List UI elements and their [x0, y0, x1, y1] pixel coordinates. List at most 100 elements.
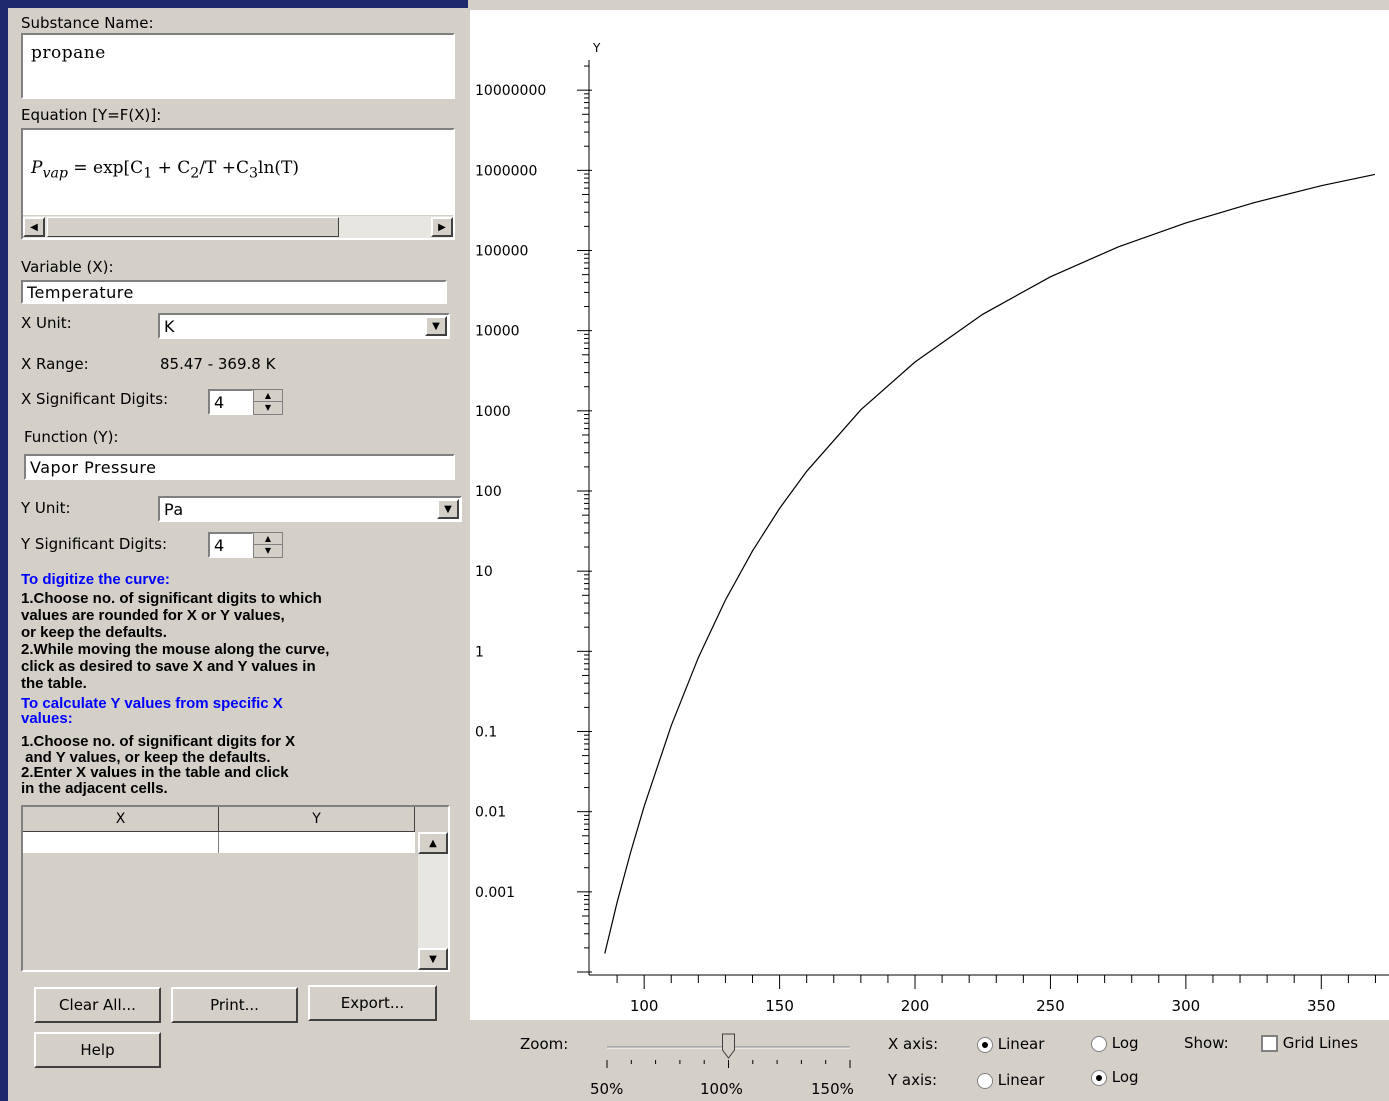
arrow-up-icon: ▲ [429, 837, 437, 849]
y-axis-label: Y axis: [888, 1071, 938, 1089]
x-range-value: 85.47 - 369.8 K [160, 355, 276, 373]
spin-up-icon[interactable]: ▲ [254, 390, 282, 402]
clear-all-button[interactable]: Clear All... [34, 987, 161, 1023]
x-tick-label: 150 [765, 997, 794, 1015]
x-sig-digits-label: X Significant Digits: [21, 390, 169, 408]
vapor-pressure-chart: Y 0.001 0.01 0.1 1 10 100 1000 10000 100000 100000… [475, 41, 1389, 1015]
substance-name-value: propane [31, 43, 106, 63]
x-unit-select[interactable]: K ▼ [158, 313, 450, 339]
y-unit-dropdown-button[interactable]: ▼ [437, 499, 459, 519]
y-axis-log-option[interactable]: Log [1091, 1068, 1139, 1086]
zoom-tick-50: 50% [590, 1080, 624, 1098]
table-cell-x[interactable] [23, 832, 219, 853]
zoom-slider-thumb[interactable] [722, 1033, 735, 1059]
chevron-down-icon: ▼ [444, 503, 452, 515]
x-tick-label: 300 [1172, 997, 1201, 1015]
x-axis-label: X axis: [888, 1035, 939, 1053]
table-header-y[interactable]: Y [219, 807, 415, 832]
scroll-up-button[interactable]: ▲ [418, 832, 448, 854]
y-sig-digits-label: Y Significant Digits: [21, 535, 168, 553]
y-axis-linear-text: Linear [997, 1071, 1045, 1089]
spin-up-icon[interactable]: ▲ [254, 533, 282, 545]
y-axis-log-radio[interactable] [1091, 1069, 1107, 1086]
x-axis-linear-radio[interactable] [977, 1036, 993, 1053]
zoom-tick-100: 100% [700, 1080, 743, 1098]
x-sig-digits-spinner[interactable]: ▲ ▼ [253, 389, 283, 415]
help-button[interactable]: Help [34, 1032, 161, 1068]
vapor-pressure-curve [604, 173, 1376, 954]
y-unit-value: Pa [164, 500, 184, 519]
digitize-instructions: 1.Choose no. of significant digits to wh… [21, 590, 330, 692]
x-unit-value: K [164, 317, 175, 336]
zoom-label: Zoom: [520, 1035, 569, 1053]
y-axis-linear-option[interactable]: Linear [977, 1071, 1044, 1089]
substance-label: Substance Name: [21, 14, 154, 32]
equation-rhs-d: ln(T) [258, 158, 300, 178]
function-label: Function (Y): [24, 428, 119, 446]
x-axis-linear-option[interactable]: Linear [977, 1035, 1044, 1053]
grid-lines-option[interactable]: Grid Lines [1261, 1034, 1358, 1052]
y-axis-log-text: Log [1111, 1068, 1139, 1086]
scroll-right-button[interactable]: ▶ [431, 217, 453, 237]
y-unit-label: Y Unit: [21, 499, 71, 517]
equation-field[interactable]: Pvap = exp[C1 + C2/T +C3ln(T) ◀ ▶ [21, 128, 455, 240]
y-tick-label: 100 [475, 484, 502, 500]
calculate-instructions: 1.Choose no. of significant digits for X… [21, 733, 296, 797]
x-axis-log-radio[interactable] [1091, 1035, 1107, 1052]
x-tick-label: 350 [1307, 997, 1336, 1015]
y-unit-select[interactable]: Pa ▼ [158, 496, 462, 522]
x-unit-dropdown-button[interactable]: ▼ [425, 316, 447, 336]
function-value: Vapor Pressure [30, 458, 157, 477]
spin-down-icon[interactable]: ▼ [264, 403, 272, 412]
function-field[interactable]: Vapor Pressure [24, 454, 455, 480]
variable-label: Variable (X): [21, 258, 114, 276]
variable-field[interactable]: Temperature [21, 280, 447, 304]
y-sig-digits-input[interactable]: 4 [208, 532, 254, 558]
y-axis-linear-radio[interactable] [977, 1072, 993, 1089]
x-unit-label: X Unit: [21, 314, 72, 332]
data-table[interactable]: X Y ▲ ▼ [21, 805, 450, 972]
y-sig-digits-spinner[interactable]: ▲ ▼ [253, 532, 283, 558]
zoom-tick-150: 150% [811, 1080, 854, 1098]
grid-lines-text: Grid Lines [1282, 1034, 1359, 1052]
arrow-down-icon: ▼ [429, 953, 437, 965]
x-axis-log-option[interactable]: Log [1091, 1034, 1139, 1052]
digitize-title: To digitize the curve: [21, 571, 170, 588]
arrow-left-icon: ◀ [30, 221, 38, 233]
substance-name-field[interactable]: propane [21, 33, 455, 99]
table-cell-y[interactable] [219, 832, 415, 853]
y-tick-label: 10000 [475, 324, 520, 340]
show-label: Show: [1184, 1034, 1229, 1052]
variable-value: Temperature [27, 283, 134, 302]
y-tick-label: 10 [475, 564, 493, 580]
spin-down-icon[interactable]: ▼ [264, 546, 272, 555]
x-axis-linear-text: Linear [997, 1035, 1045, 1053]
export-button[interactable]: Export... [308, 985, 437, 1021]
y-tick-label: 0.1 [475, 725, 497, 741]
y-tick-label: 10000000 [475, 83, 546, 99]
y-tick-label: 0.001 [475, 885, 515, 901]
print-button[interactable]: Print... [171, 987, 298, 1023]
equation-eq: = [67, 158, 94, 178]
table-header-x[interactable]: X [23, 807, 219, 832]
y-sig-digits-value: 4 [214, 536, 225, 555]
equation-rhs-a-sub: 1 [143, 165, 153, 182]
equation-rhs-c: /T +C [199, 158, 250, 178]
scroll-left-button[interactable]: ◀ [23, 217, 45, 237]
y-tick-label: 1 [475, 644, 484, 660]
scroll-down-button[interactable]: ▼ [418, 948, 448, 970]
equation-rhs-c-sub: 3 [249, 165, 259, 182]
chevron-down-icon: ▼ [432, 320, 440, 332]
scroll-thumb[interactable] [47, 217, 339, 237]
x-sig-digits-input[interactable]: 4 [208, 389, 254, 415]
y-axis-title: Y [592, 41, 601, 55]
equation-hscrollbar[interactable]: ◀ ▶ [23, 215, 453, 238]
x-tick-label: 250 [1036, 997, 1065, 1015]
x-range-label: X Range: [21, 355, 89, 373]
table-vscrollbar[interactable]: ▲ ▼ [418, 832, 448, 970]
grid-lines-checkbox[interactable] [1261, 1035, 1278, 1052]
zoom-slider[interactable] [595, 1030, 860, 1072]
plot-area[interactable]: Y 0.001 0.01 0.1 1 10 100 1000 10000 100000 100000… [470, 10, 1389, 1020]
equation-label: Equation [Y=F(X)]: [21, 106, 162, 124]
equation-text: Pvap = exp[C1 + C2/T +C3ln(T) [31, 158, 299, 181]
